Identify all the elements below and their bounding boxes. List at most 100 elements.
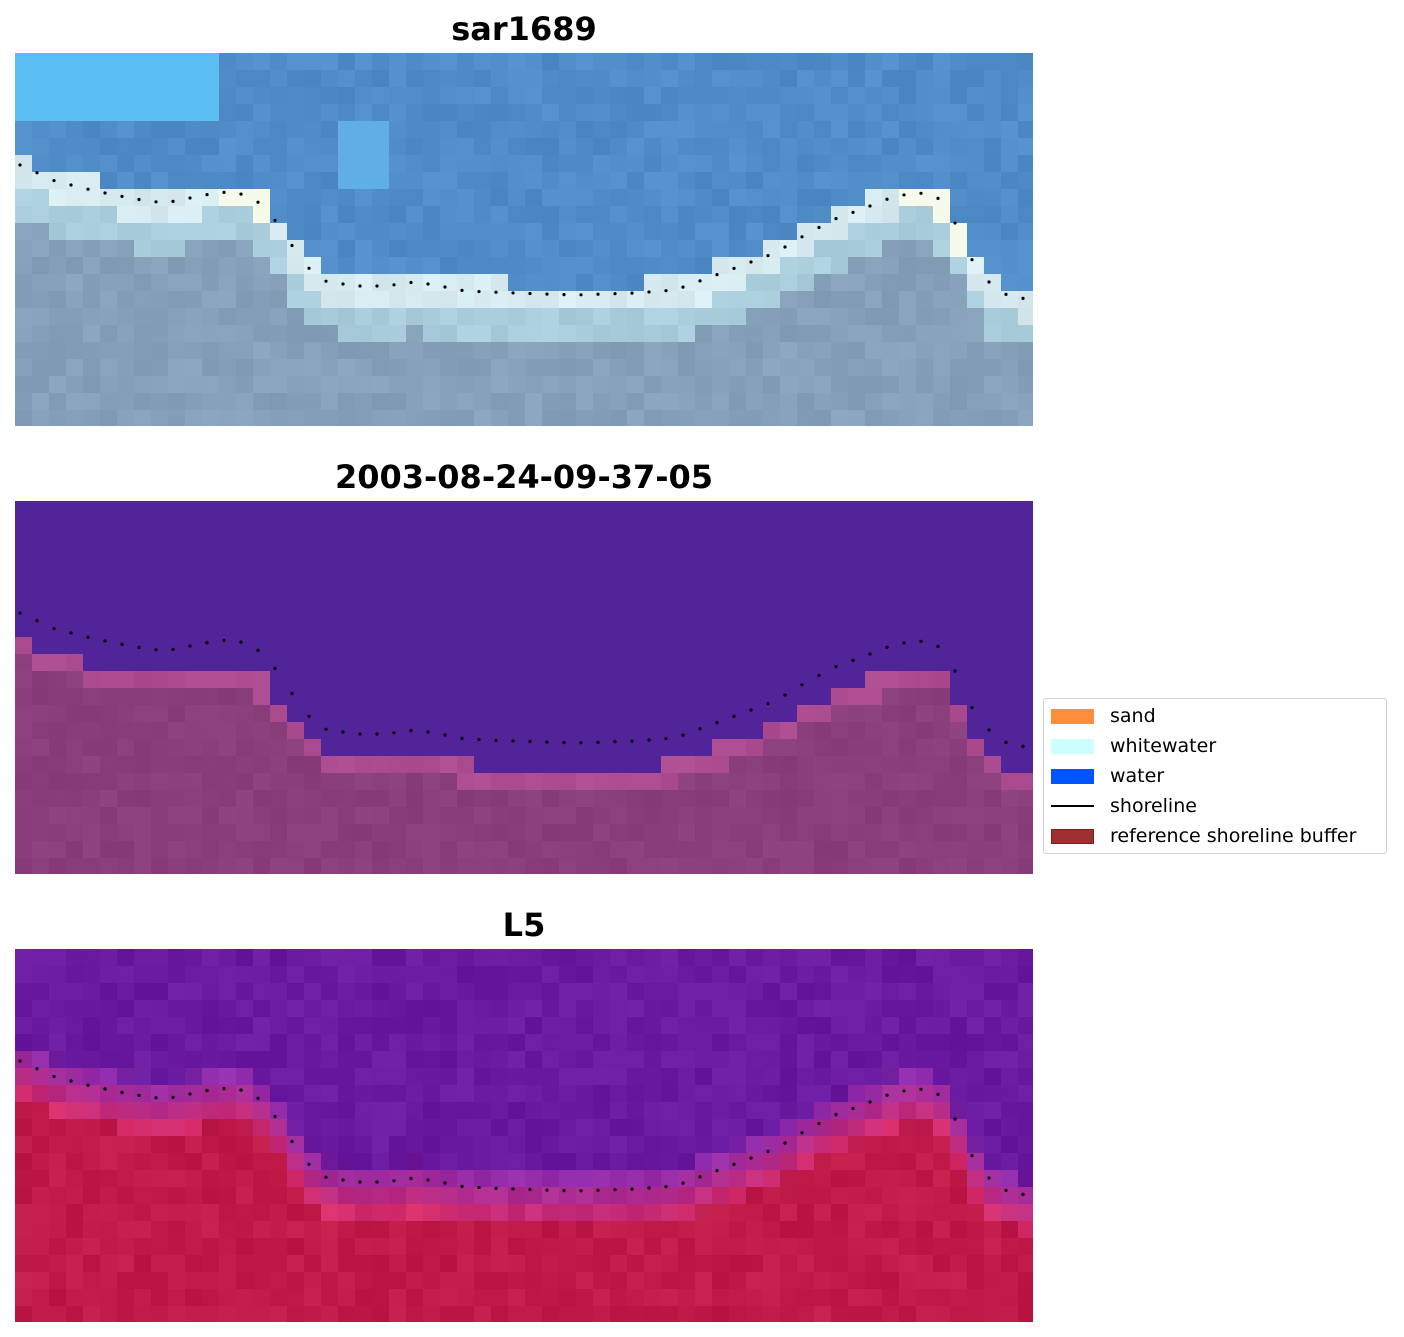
image-pixel xyxy=(678,1153,696,1171)
image-pixel xyxy=(644,121,662,139)
image-pixel xyxy=(916,1085,934,1103)
image-pixel xyxy=(338,223,356,241)
image-pixel xyxy=(1001,739,1019,757)
image-pixel xyxy=(814,308,832,326)
image-pixel xyxy=(185,722,203,740)
image-pixel xyxy=(66,1187,84,1205)
image-pixel xyxy=(695,1272,713,1290)
image-pixel xyxy=(355,1272,373,1290)
image-pixel xyxy=(916,1255,934,1273)
image-pixel xyxy=(848,654,866,672)
image-pixel xyxy=(134,1000,152,1018)
image-pixel xyxy=(678,688,696,706)
image-pixel xyxy=(355,70,373,88)
image-pixel xyxy=(899,739,917,757)
image-pixel xyxy=(202,966,220,984)
image-pixel xyxy=(491,552,509,570)
image-pixel xyxy=(423,70,441,88)
image-pixel xyxy=(185,376,203,394)
image-pixel xyxy=(185,1085,203,1103)
image-pixel xyxy=(967,841,985,859)
shoreline-point xyxy=(766,702,770,706)
image-pixel xyxy=(100,620,118,638)
image-pixel xyxy=(270,841,288,859)
image-pixel xyxy=(117,966,135,984)
image-pixel xyxy=(542,172,560,190)
image-pixel xyxy=(610,376,628,394)
image-pixel xyxy=(491,807,509,825)
image-pixel xyxy=(406,172,424,190)
panel-title-rgb: sar1689 xyxy=(451,10,597,48)
image-pixel xyxy=(355,1255,373,1273)
image-pixel xyxy=(542,1153,560,1171)
image-pixel xyxy=(695,257,713,275)
image-pixel xyxy=(593,1255,611,1273)
image-pixel xyxy=(967,70,985,88)
image-pixel xyxy=(202,104,220,122)
image-pixel xyxy=(474,1136,492,1154)
image-pixel xyxy=(542,291,560,309)
image-pixel xyxy=(729,1272,747,1290)
image-pixel xyxy=(1001,410,1019,426)
image-pixel xyxy=(933,501,951,519)
image-pixel xyxy=(321,359,339,377)
image-pixel xyxy=(542,240,560,258)
image-pixel xyxy=(321,257,339,275)
image-pixel xyxy=(916,949,934,967)
image-pixel xyxy=(882,1000,900,1018)
image-pixel xyxy=(967,1085,985,1103)
image-pixel xyxy=(15,1119,33,1137)
image-pixel xyxy=(831,87,849,105)
shoreline-point xyxy=(324,1175,328,1179)
image-pixel xyxy=(559,518,577,536)
image-pixel xyxy=(287,1187,305,1205)
image-pixel xyxy=(66,291,84,309)
image-pixel xyxy=(83,620,101,638)
image-pixel xyxy=(321,1306,339,1322)
image-pixel xyxy=(389,172,407,190)
image-pixel xyxy=(100,841,118,859)
image-pixel xyxy=(763,1102,781,1120)
image-pixel xyxy=(372,603,390,621)
image-pixel xyxy=(474,671,492,689)
image-pixel xyxy=(202,569,220,587)
image-pixel xyxy=(797,620,815,638)
image-pixel xyxy=(185,342,203,360)
image-pixel xyxy=(372,1238,390,1256)
image-pixel xyxy=(848,1068,866,1086)
image-pixel xyxy=(372,206,390,224)
image-pixel xyxy=(933,87,951,105)
image-pixel xyxy=(593,552,611,570)
image-pixel xyxy=(168,223,186,241)
shoreline-point xyxy=(392,731,396,735)
image-pixel xyxy=(1001,983,1019,1001)
image-pixel xyxy=(236,807,254,825)
image-pixel xyxy=(797,705,815,723)
image-pixel xyxy=(678,807,696,825)
image-pixel xyxy=(865,1136,883,1154)
image-pixel xyxy=(423,671,441,689)
image-pixel xyxy=(423,1119,441,1137)
image-pixel xyxy=(610,240,628,258)
image-pixel xyxy=(576,1085,594,1103)
image-pixel xyxy=(678,325,696,343)
image-pixel xyxy=(321,807,339,825)
image-pixel xyxy=(100,1221,118,1239)
image-pixel xyxy=(474,87,492,105)
image-pixel xyxy=(406,1034,424,1052)
image-pixel xyxy=(491,1238,509,1256)
image-pixel xyxy=(695,1085,713,1103)
image-pixel xyxy=(151,376,169,394)
image-pixel xyxy=(202,1306,220,1322)
image-pixel xyxy=(525,1068,543,1086)
image-pixel xyxy=(236,359,254,377)
image-pixel xyxy=(100,325,118,343)
image-pixel xyxy=(134,1119,152,1137)
image-pixel xyxy=(134,1306,152,1322)
image-pixel xyxy=(66,1017,84,1035)
image-pixel xyxy=(474,1187,492,1205)
image-pixel xyxy=(678,257,696,275)
image-pixel xyxy=(797,518,815,536)
image-pixel xyxy=(474,1102,492,1120)
image-pixel xyxy=(950,155,968,173)
